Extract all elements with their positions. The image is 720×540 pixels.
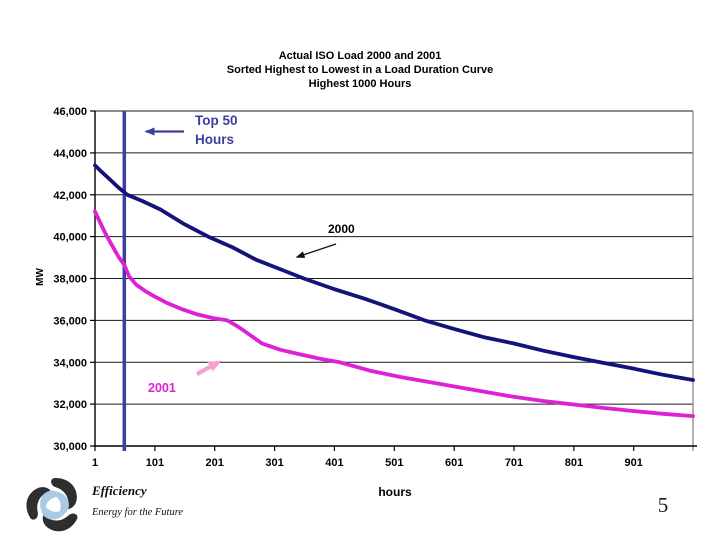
y-tick-label: 40,000 — [53, 232, 87, 244]
logo-dark-blades — [25, 477, 79, 534]
page-number: 5 — [657, 493, 669, 517]
triskelion-logo-icon — [25, 477, 79, 534]
footer-tagline: Energy for the Future — [92, 507, 184, 518]
y-tick-label: 42,000 — [53, 190, 87, 202]
y-tick-label: 46,000 — [53, 106, 87, 118]
x-tick-label: 901 — [625, 457, 643, 469]
series-2001-curve — [93, 209, 695, 419]
y-tick-label: 38,000 — [53, 274, 87, 286]
y-tick-label: 30,000 — [53, 441, 87, 453]
title-line-1: Actual ISO Load 2000 and 2001 — [278, 50, 442, 62]
x-tick-label: 701 — [505, 457, 523, 469]
plot-layer: 30,000 32,000 34,000 36,000 38,000 40,000 42,0… — [53, 106, 697, 469]
top50-hours-annotation: Top 50 Hours — [195, 111, 238, 149]
x-tick-label: 501 — [385, 457, 403, 469]
x-tick-label: 101 — [146, 457, 164, 469]
series-2000-curve — [93, 163, 695, 382]
y-tick-label: 44,000 — [53, 148, 87, 160]
top50-line-2: Hours — [195, 132, 235, 147]
series-2001-annotation: 2001 — [148, 381, 176, 395]
top50-line-1: Top 50 — [195, 113, 238, 128]
x-tick-label: 201 — [206, 457, 224, 469]
series-2001-arrow — [195, 360, 222, 376]
footer-brand: Efficiency — [92, 483, 147, 498]
y-tick-label: 34,000 — [53, 357, 87, 369]
title-line-3: Highest 1000 Hours — [308, 78, 412, 90]
title-line-2: Sorted Highest to Lowest in a Load Durat… — [226, 64, 494, 76]
y-tick-label: 32,000 — [53, 399, 87, 411]
x-tick-label: 301 — [265, 457, 283, 469]
x-tick-label: 401 — [325, 457, 343, 469]
slide-title: Actual ISO Load 2000 and 2001 Sorted Hig… — [0, 49, 720, 91]
x-tick-label: 601 — [445, 457, 463, 469]
y-tick-label: 36,000 — [53, 315, 87, 327]
x-tick-label: 801 — [565, 457, 583, 469]
x-tick-label: 1 — [92, 457, 98, 469]
series-2000-annotation: 2000 — [328, 222, 355, 236]
x-axis-title: hours — [378, 485, 412, 499]
series-2000-arrow — [295, 243, 337, 258]
y-axis-title: MW — [35, 268, 46, 286]
